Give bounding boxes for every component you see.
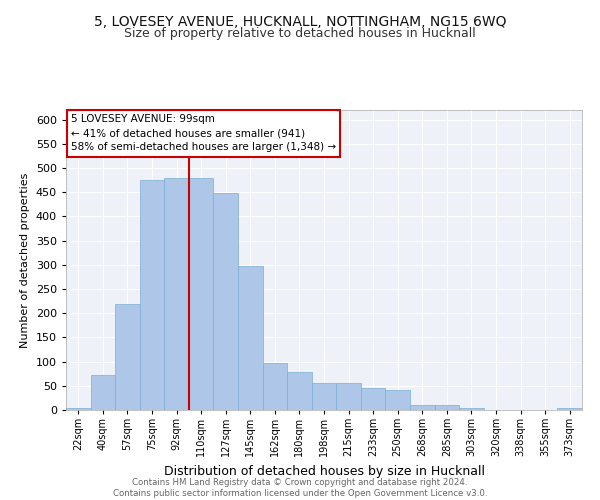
Text: 5 LOVESEY AVENUE: 99sqm
← 41% of detached houses are smaller (941)
58% of semi-d: 5 LOVESEY AVENUE: 99sqm ← 41% of detache…: [71, 114, 336, 152]
Bar: [459, 408, 484, 410]
Bar: [115, 304, 140, 410]
Y-axis label: Number of detached properties: Number of detached properties: [20, 172, 30, 348]
Bar: [214, 193, 238, 410]
Bar: [189, 178, 214, 410]
Text: Contains HM Land Registry data © Crown copyright and database right 2024.
Contai: Contains HM Land Registry data © Crown c…: [113, 478, 487, 498]
X-axis label: Distribution of detached houses by size in Hucknall: Distribution of detached houses by size …: [163, 464, 485, 477]
Bar: [557, 408, 582, 410]
Bar: [287, 372, 312, 410]
Text: Size of property relative to detached houses in Hucknall: Size of property relative to detached ho…: [124, 28, 476, 40]
Bar: [434, 404, 459, 410]
Bar: [385, 390, 410, 410]
Bar: [361, 388, 385, 410]
Bar: [140, 180, 164, 410]
Bar: [91, 375, 115, 410]
Bar: [312, 384, 336, 410]
Bar: [410, 404, 434, 410]
Bar: [263, 363, 287, 410]
Text: 5, LOVESEY AVENUE, HUCKNALL, NOTTINGHAM, NG15 6WQ: 5, LOVESEY AVENUE, HUCKNALL, NOTTINGHAM,…: [94, 15, 506, 29]
Bar: [164, 178, 189, 410]
Bar: [66, 408, 91, 410]
Bar: [336, 384, 361, 410]
Bar: [238, 266, 263, 410]
